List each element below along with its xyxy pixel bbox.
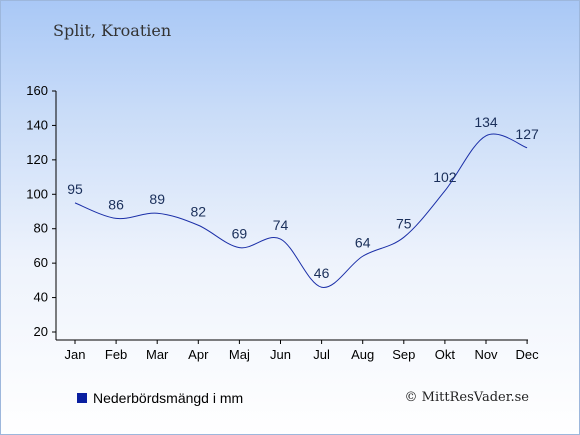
chart-title: Split, Kroatien <box>53 21 172 40</box>
data-label: 95 <box>67 181 83 197</box>
y-tick-label: 40 <box>34 290 48 305</box>
data-label: 69 <box>232 226 248 242</box>
data-label: 102 <box>433 169 457 185</box>
x-tick-label: Nov <box>474 347 498 362</box>
x-tick-label: Jun <box>270 347 291 362</box>
data-label: 134 <box>474 114 498 130</box>
y-tick-label: 80 <box>34 221 48 236</box>
ticks: 20 40 60 80 100 120 140 160 Jan Feb Mar Apr Maj Jun Ju… <box>26 83 539 362</box>
y-tick-label: 120 <box>26 152 48 167</box>
data-label: 127 <box>515 126 539 142</box>
y-tick-label: 100 <box>26 186 48 201</box>
x-tick-label: Aug <box>351 347 374 362</box>
x-tick-label: Maj <box>229 347 250 362</box>
data-label: 74 <box>273 217 289 233</box>
axes <box>55 91 528 341</box>
y-tick-label: 140 <box>26 117 48 132</box>
data-label: 86 <box>108 196 124 212</box>
legend-label: Nederbördsmängd i mm <box>93 390 244 406</box>
y-tick-label: 20 <box>34 324 48 339</box>
series-line <box>74 133 528 288</box>
legend-swatch <box>77 393 87 403</box>
legend: Nederbördsmängd i mm <box>77 390 243 406</box>
x-tick-label: Okt <box>435 347 456 362</box>
data-label: 46 <box>314 265 330 281</box>
x-tick-label: Apr <box>188 347 209 362</box>
x-tick-label: Jan <box>65 347 86 362</box>
x-tick-label: Dec <box>516 347 540 362</box>
y-tick-label: 60 <box>34 255 48 270</box>
x-tick-label: Mar <box>146 347 169 362</box>
x-tick-label: Sep <box>392 347 415 362</box>
data-label: 75 <box>396 215 412 231</box>
data-label: 64 <box>355 234 371 250</box>
y-tick-label: 160 <box>26 83 48 98</box>
credit: © MittResVader.se <box>404 390 529 405</box>
data-labels: 95 86 89 82 69 74 46 64 75 102 134 127 <box>67 114 539 281</box>
data-label: 89 <box>149 191 165 207</box>
x-tick-label: Feb <box>105 347 127 362</box>
x-tick-label: Jul <box>313 347 330 362</box>
data-label: 82 <box>191 203 207 219</box>
